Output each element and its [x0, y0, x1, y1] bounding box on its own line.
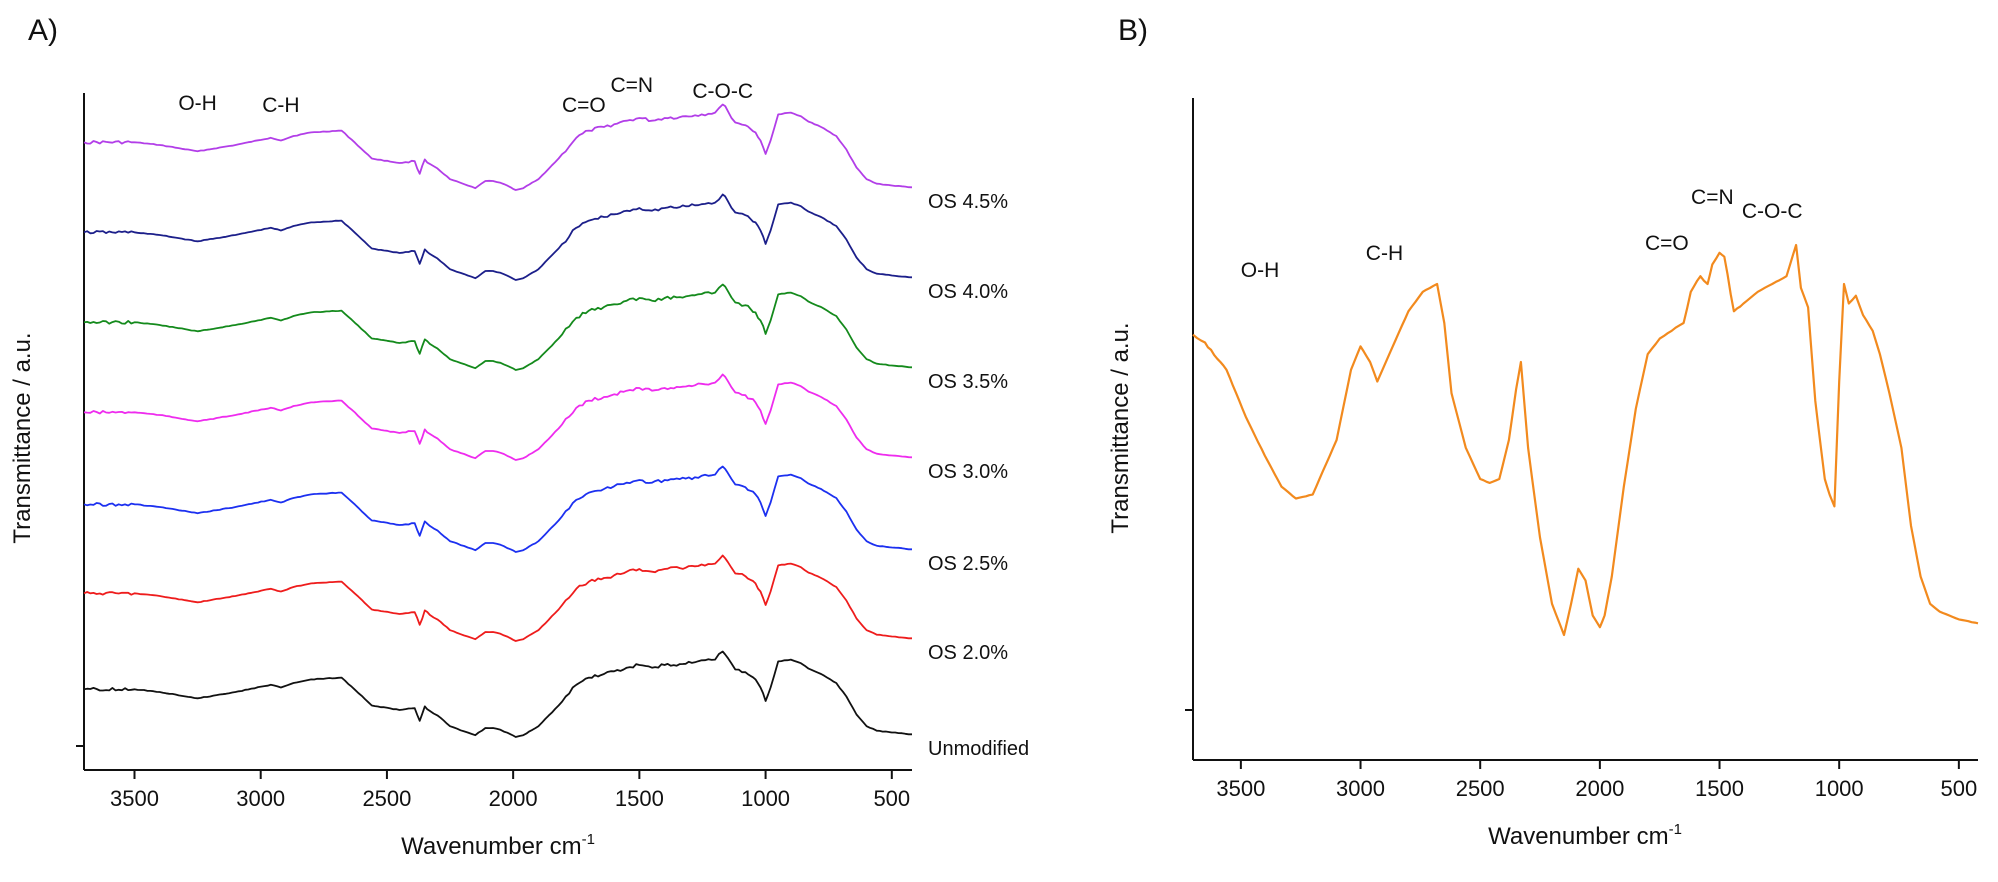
panel-a-series-label: OS 4.0%	[928, 281, 1008, 303]
panel-a-series-label: OS 2.0%	[928, 642, 1008, 664]
panel-a-series-line	[83, 193, 913, 281]
panel-a-series-line	[83, 554, 912, 642]
panel-b-peak-label: C-O-C	[1742, 200, 1803, 223]
panel-a-x-tick-label: 3500	[110, 786, 159, 811]
panel-a-series-label: OS 2.5%	[928, 553, 1008, 575]
panel-a-x-tick-label: 1000	[741, 786, 790, 811]
panel-b-peak-label: O-H	[1241, 259, 1280, 282]
panel-a-peak-label: C=O	[562, 94, 606, 117]
panel-b-chart: B) 3500 3000 2500 2000 1500 1000 500 O-H C-H C=O…	[1107, 14, 1979, 850]
panel-a-x-tick-label: 2000	[489, 786, 538, 811]
panel-a-series-line	[83, 650, 912, 738]
panel-a-series-line	[83, 103, 913, 191]
panel-a-series-label: OS 4.5%	[928, 191, 1008, 213]
panel-b-x-tick-label: 3000	[1336, 776, 1385, 801]
panel-a-peak-labels: O-H C-H C=OC=N C-O-C	[178, 74, 753, 117]
panel-b-y-axis-title: Transmittance / a.u.	[1107, 322, 1134, 533]
panel-a-y-axis-title: Transmittance / a.u.	[9, 332, 36, 543]
panel-b-series-line	[1192, 243, 1979, 637]
panel-a-peak-label: O-H	[178, 92, 217, 115]
panel-b-x-tick-label: 1500	[1695, 776, 1744, 801]
panel-a-series-label: OS 3.0%	[928, 461, 1008, 483]
panel-b-peak-labels: O-H C-H C=OC=N C-O-C	[1241, 186, 1803, 282]
panel-b-letter: B)	[1118, 14, 1148, 47]
panel-a-letter: A)	[28, 14, 58, 47]
panel-b-x-tick-label: 500	[1940, 776, 1977, 801]
panel-a-peak-label: C-H	[262, 94, 299, 117]
panel-a-x-tick-label: 1500	[615, 786, 664, 811]
panel-b-peak-label: C-H	[1366, 242, 1403, 265]
panel-a-series-line	[83, 283, 913, 371]
panel-a-x-axis-title: Wavenumber cm-1	[401, 831, 595, 860]
panel-b-x-tick-label: 2000	[1575, 776, 1624, 801]
panel-a-series-line	[83, 465, 912, 553]
panel-a-chart: A) 3500 3000 2500 2000 1500 1000 500 OS 4.5%OS…	[9, 14, 1029, 860]
panel-a-x-tick-label: 2500	[362, 786, 411, 811]
panel-a-x-tick-label: 3000	[236, 786, 285, 811]
panel-b-x-ticks: 3500 3000 2500 2000 1500 1000 500	[1216, 760, 1977, 801]
panel-b-series	[1192, 243, 1979, 637]
panel-a-x-ticks: 3500 3000 2500 2000 1500 1000 500	[110, 770, 910, 811]
panel-b-peak-label: C=O	[1645, 232, 1689, 255]
panel-b-x-tick-label: 3500	[1216, 776, 1265, 801]
panel-a-peak-label: C=N	[610, 74, 653, 97]
panel-b-x-tick-label: 2500	[1456, 776, 1505, 801]
panel-a-series-label: Unmodified	[928, 738, 1029, 760]
panel-a-series-label: OS 3.5%	[928, 371, 1008, 393]
panel-a-series: OS 4.5% OS 4.0% OS 3.5% OS 3.0% OS 2.5% OS 2.…	[83, 103, 1029, 760]
panel-a-series-line	[83, 373, 913, 461]
panel-b-x-axis-title: Wavenumber cm-1	[1488, 821, 1682, 850]
panel-b-peak-label: C=N	[1691, 186, 1734, 209]
panel-a-x-tick-label: 500	[873, 786, 910, 811]
panel-a-peak-label: C-O-C	[692, 80, 753, 103]
panel-b-x-tick-label: 1000	[1815, 776, 1864, 801]
